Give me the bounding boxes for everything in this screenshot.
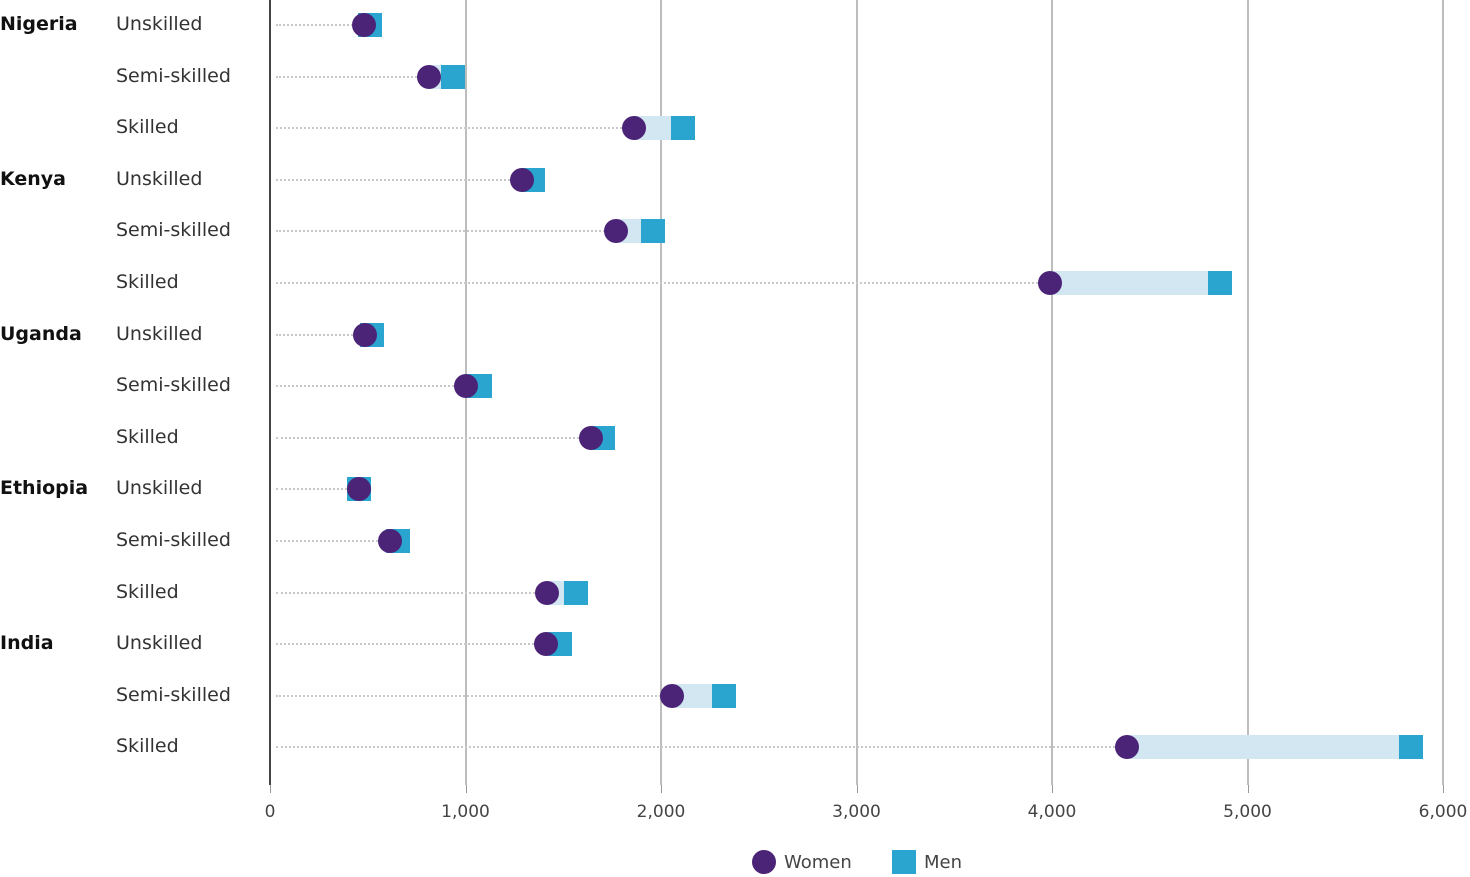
dotted-leader [276, 488, 359, 491]
x-tick [856, 785, 858, 793]
women-marker [417, 64, 442, 89]
women-marker [1038, 271, 1063, 295]
dotted-leader [276, 436, 591, 439]
x-tick-label: 0 [264, 802, 276, 822]
country-label: Uganda [0, 322, 82, 345]
men-marker [1208, 271, 1233, 295]
women-marker [621, 116, 646, 141]
x-tick [1052, 785, 1053, 793]
dotted-leader [276, 385, 466, 388]
category-label: Skilled [116, 116, 179, 139]
legend-men: Men [892, 850, 962, 874]
gap-bar [1050, 271, 1221, 295]
category-label: Skilled [116, 580, 179, 603]
x-tick-label: 2,000 [636, 802, 686, 822]
women-marker [604, 219, 629, 244]
country-label: India [0, 632, 54, 655]
x-tick-label: 6,000 [1418, 802, 1468, 822]
dotted-leader [276, 333, 365, 336]
category-label: Semi-skilled [116, 64, 231, 87]
category-label: Unskilled [116, 167, 203, 190]
dotted-leader [276, 694, 672, 697]
y-axis-line [269, 0, 271, 785]
men-marker [641, 219, 666, 244]
legend-women: Women [752, 850, 852, 874]
category-label: Unskilled [116, 477, 203, 500]
dotted-leader [276, 643, 546, 646]
x-tick-label: 4,000 [1027, 802, 1077, 822]
women-marker [659, 683, 684, 708]
x-tick [465, 785, 467, 793]
x-tick-label: 3,000 [832, 802, 881, 822]
women-marker [578, 425, 603, 450]
category-label: Unskilled [116, 632, 203, 655]
country-label: Kenya [0, 167, 67, 190]
gridline [1246, 0, 1249, 785]
women-marker [1115, 735, 1140, 760]
dotted-leader [276, 127, 634, 130]
category-label: Semi-skilled [116, 374, 231, 397]
dotted-leader [276, 282, 1051, 284]
women-marker [510, 167, 535, 192]
dotted-leader [276, 230, 617, 233]
legend-women-label: Women [784, 851, 852, 873]
category-label: Unskilled [116, 13, 203, 35]
legend-men-label: Men [924, 851, 963, 873]
women-marker [351, 13, 376, 37]
x-tick [1247, 785, 1249, 793]
gridline [660, 0, 662, 785]
dotted-leader [276, 746, 1128, 749]
gridline [855, 0, 858, 785]
women-circle-icon [752, 850, 776, 874]
category-label: Semi-skilled [116, 219, 231, 242]
dotted-leader [276, 178, 523, 181]
x-tick-label: 1,000 [441, 802, 490, 822]
men-marker [440, 64, 465, 89]
men-marker [711, 683, 736, 708]
x-tick [661, 785, 662, 793]
men-marker [1398, 735, 1423, 760]
women-marker [534, 580, 559, 605]
dotted-leader [276, 24, 364, 26]
x-tick [1443, 785, 1444, 793]
men-marker [563, 580, 588, 605]
women-marker [533, 632, 558, 657]
category-label: Skilled [116, 735, 179, 758]
category-label: Skilled [116, 425, 179, 448]
gridline [1051, 0, 1053, 785]
men-square-icon [892, 850, 916, 874]
category-label: Skilled [116, 271, 179, 293]
women-marker [453, 374, 478, 399]
category-label: Semi-skilled [116, 683, 231, 706]
women-marker [352, 322, 377, 347]
country-label: Ethiopia [0, 477, 89, 500]
dotted-leader [276, 591, 547, 594]
gap-bar [1127, 735, 1411, 760]
category-label: Unskilled [116, 322, 203, 345]
country-label: Nigeria [0, 13, 78, 35]
x-tick [270, 785, 271, 793]
dotted-leader [276, 75, 430, 78]
x-tick-label: 5,000 [1223, 802, 1272, 822]
women-marker [346, 477, 371, 502]
dotted-leader [276, 540, 391, 542]
men-marker [670, 116, 695, 141]
category-label: Semi-skilled [116, 529, 231, 551]
women-marker [378, 529, 403, 553]
gridline [1442, 0, 1444, 785]
